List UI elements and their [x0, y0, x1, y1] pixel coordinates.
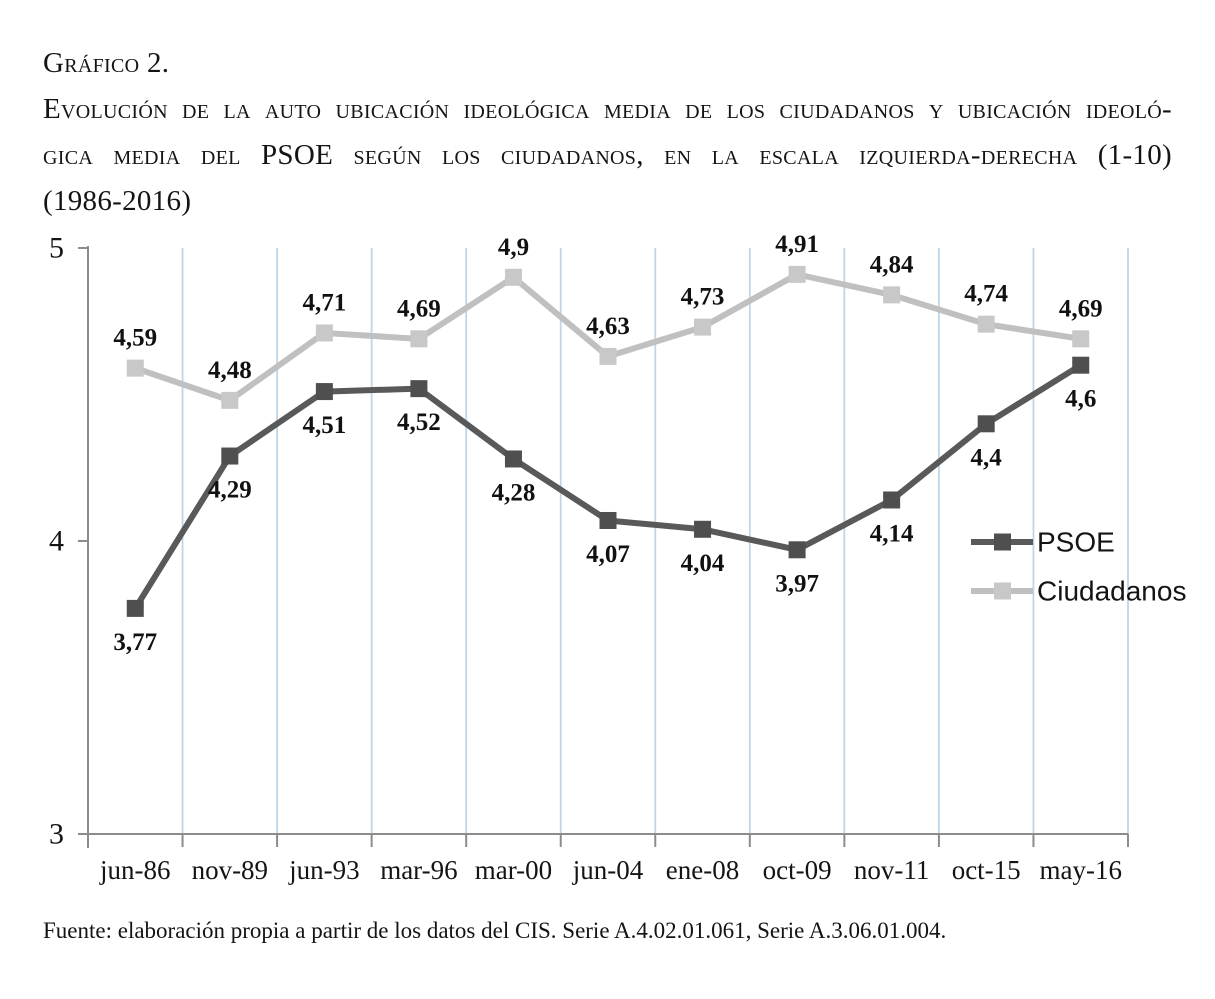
psoe-marker — [221, 447, 239, 465]
psoe-marker — [883, 491, 901, 509]
psoe-marker — [1072, 356, 1090, 374]
ciudadanos-data-label: 4,63 — [586, 313, 630, 340]
x-tick-label: nov-89 — [192, 855, 269, 885]
ciudadanos-data-label: 4,74 — [964, 281, 1008, 308]
psoe-marker — [788, 541, 806, 559]
ciudadanos-data-label: 4,84 — [870, 251, 914, 278]
y-tick-label: 3 — [49, 818, 64, 851]
x-tick-label: may-16 — [1039, 855, 1121, 885]
x-tick-label: oct-15 — [952, 855, 1021, 885]
psoe-data-label: 4,52 — [397, 409, 441, 436]
psoe-marker — [977, 415, 995, 433]
psoe-marker — [504, 450, 522, 468]
legend-psoe-swatch-marker — [994, 533, 1011, 551]
ciudadanos-data-label: 4,48 — [208, 357, 252, 384]
ciudadanos-marker — [599, 347, 617, 365]
legend-ciudadanos-label: Ciudadanos — [1037, 576, 1186, 607]
ciudadanos-marker — [315, 324, 333, 342]
title-line-4: (1986-2016) — [43, 185, 192, 217]
psoe-data-label: 3,77 — [113, 629, 157, 656]
x-tick-label: nov-11 — [854, 855, 930, 885]
psoe-data-label: 4,14 — [870, 520, 914, 547]
title-line-2: Evolución de la auto ubicación ideológic… — [43, 93, 1172, 125]
psoe-marker — [410, 380, 428, 398]
psoe-data-label: 4,04 — [681, 550, 725, 577]
psoe-marker — [694, 520, 712, 538]
psoe-marker — [315, 383, 333, 401]
ciudadanos-marker — [410, 330, 428, 348]
y-tick-label: 5 — [49, 232, 64, 265]
ciudadanos-marker — [977, 315, 995, 333]
psoe-data-label: 4,4 — [971, 444, 1003, 471]
ciudadanos-marker — [883, 286, 901, 304]
x-tick-label: ene-08 — [666, 855, 739, 885]
ciudadanos-data-label: 4,69 — [397, 295, 441, 322]
ciudadanos-data-label: 4,71 — [302, 289, 346, 316]
y-tick-label: 4 — [49, 525, 64, 558]
x-tick-label: jun-86 — [99, 855, 171, 885]
psoe-data-label: 3,97 — [775, 570, 819, 597]
psoe-data-label: 4,07 — [586, 541, 630, 568]
source-note: Fuente: elaboración propia a partir de l… — [43, 918, 947, 943]
x-tick-label: oct-09 — [763, 855, 832, 885]
x-tick-label: mar-96 — [380, 855, 457, 885]
ciudadanos-marker — [221, 391, 239, 409]
x-tick-label: jun-93 — [288, 855, 360, 885]
psoe-data-label: 4,28 — [492, 479, 536, 506]
ciudadanos-data-label: 4,9 — [498, 234, 529, 261]
ciudadanos-data-label: 4,91 — [775, 231, 819, 258]
title-line-3: gica media del PSOE según los ciudadanos… — [43, 139, 1172, 171]
title-line-1: Gráfico 2. — [43, 47, 170, 79]
psoe-data-label: 4,51 — [302, 412, 346, 439]
psoe-data-label: 4,6 — [1065, 386, 1096, 413]
ciudadanos-data-label: 4,59 — [113, 325, 157, 352]
x-tick-label: jun-04 — [572, 855, 644, 885]
ciudadanos-marker — [788, 265, 806, 283]
legend-ciudadanos-swatch-marker — [994, 582, 1011, 600]
ciudadanos-marker — [126, 359, 144, 377]
legend-psoe-label: PSOE — [1037, 527, 1115, 558]
x-tick-label: mar-00 — [475, 855, 552, 885]
ciudadanos-data-label: 4,69 — [1059, 295, 1103, 322]
psoe-marker — [126, 599, 144, 617]
ciudadanos-marker — [694, 318, 712, 336]
psoe-data-label: 4,29 — [208, 477, 252, 504]
ciudadanos-marker — [1072, 330, 1090, 348]
figure-title: Gráfico 2. Evolución de la auto ubicació… — [43, 40, 1172, 224]
ciudadanos-marker — [504, 268, 522, 286]
ciudadanos-data-label: 4,73 — [681, 284, 725, 311]
psoe-marker — [599, 511, 617, 529]
